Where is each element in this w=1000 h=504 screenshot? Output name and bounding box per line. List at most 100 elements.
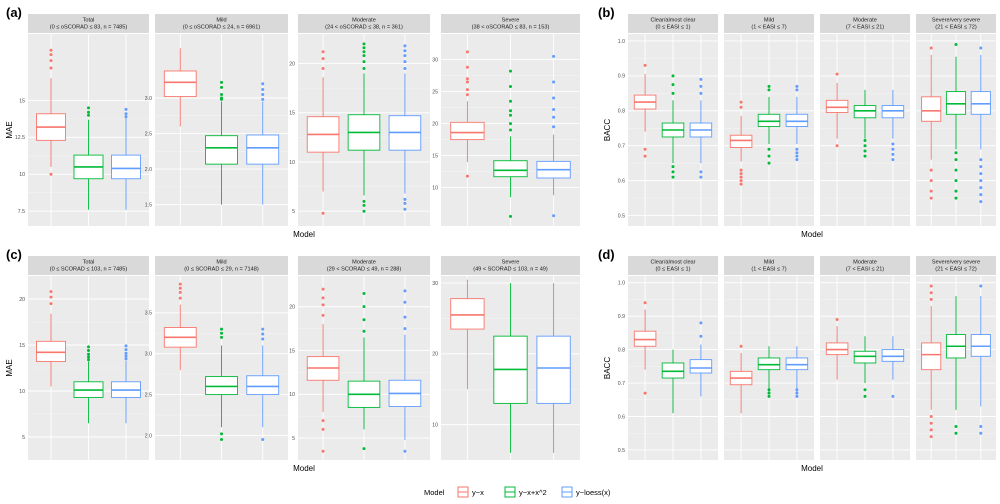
outlier-point <box>671 175 675 179</box>
outlier-point <box>929 415 933 419</box>
outlier-point <box>362 203 366 207</box>
outlier-point <box>767 388 771 392</box>
boxplot-loess <box>689 77 713 179</box>
facet-2: Moderate(24 < oSCORAD ≤ 38, n = 361) 5 10 1… <box>289 14 430 226</box>
outlier-point <box>767 391 771 395</box>
outlier-point <box>979 46 983 50</box>
y-tick-label: 2.0 <box>145 433 152 439</box>
outlier-point <box>739 100 743 104</box>
legend-label-linear: y~x <box>472 488 484 497</box>
box-iqr <box>633 330 657 347</box>
boxplot-linear <box>163 282 197 371</box>
outlier-point <box>739 105 743 109</box>
outlier-point <box>891 394 895 398</box>
y-tick-label: 0.5 <box>618 448 625 454</box>
facet-strip-subtitle: (24 < oSCORAD ≤ 38, n = 361) <box>325 25 403 31</box>
outlier-point <box>795 394 799 398</box>
facet-strip-subtitle: (38 < oSCORAD ≤ 83, n = 153) <box>472 25 550 31</box>
outlier-point <box>954 179 958 183</box>
outlier-point <box>321 449 325 453</box>
y-tick-label: 10 <box>432 185 438 191</box>
outlier-point <box>465 50 469 54</box>
box-iqr <box>881 349 905 362</box>
box-iqr <box>36 340 66 363</box>
y-tick-label: 0.6 <box>618 414 625 420</box>
facet-strip-title: Total <box>83 18 95 24</box>
facet-strip-subtitle: (0 ≤ oSCORAD ≤ 83, n = 7485) <box>50 25 128 31</box>
outlier-point <box>643 391 647 395</box>
outlier-point <box>261 438 265 442</box>
outlier-point <box>403 289 407 293</box>
outlier-point <box>403 60 407 64</box>
outlier-point <box>552 214 556 218</box>
y-tick-label: 10 <box>289 392 295 398</box>
outlier-point <box>403 327 407 331</box>
outlier-point <box>954 158 958 162</box>
boxplot-loess <box>246 327 280 442</box>
y-tick-label: 20 <box>19 297 25 303</box>
facet-strip-subtitle: (1 < EASI ≤ 7) <box>751 267 786 273</box>
outlier-point <box>795 151 799 155</box>
boxplot-quadratic <box>853 336 877 398</box>
outlier-point <box>509 122 512 126</box>
outlier-point <box>261 337 265 341</box>
box-iqr <box>661 362 685 379</box>
outlier-point <box>87 113 90 117</box>
y-tick-label: 2.5 <box>145 131 152 137</box>
outlier-point <box>49 302 53 306</box>
legend-key-quadratic: y~x+x^2 <box>504 486 547 498</box>
outlier-point <box>403 315 407 319</box>
y-tick-label: 20 <box>289 61 295 67</box>
facet-strip <box>441 14 580 33</box>
outlier-point <box>321 211 325 215</box>
facet-strip <box>155 256 288 275</box>
box-iqr <box>825 342 849 356</box>
outlier-point <box>954 168 958 172</box>
facet-strip-subtitle: (49 < SCORAD ≤ 103, n = 49) <box>473 267 548 273</box>
facet-strip-title: Mild <box>216 18 226 24</box>
outlier-point <box>321 57 325 61</box>
outlier-point <box>124 115 128 119</box>
outlier-point <box>979 425 983 429</box>
box-iqr <box>970 91 991 115</box>
outlier-point <box>465 80 469 84</box>
y-axis-title: MAE <box>5 121 14 138</box>
facet-1: Mild(1 < EASI ≤ 7) <box>724 14 814 226</box>
outlier-point <box>929 435 933 439</box>
box-iqr <box>970 334 991 357</box>
outlier-point <box>739 175 743 179</box>
boxplot-linear <box>633 301 657 395</box>
panel-label: (b) <box>598 5 615 20</box>
outlier-point <box>979 179 983 183</box>
outlier-point <box>954 431 958 435</box>
outlier-point <box>509 84 512 88</box>
outlier-point <box>699 170 703 174</box>
facet-strip-title: Moderate <box>352 260 376 266</box>
outlier-point <box>49 66 53 70</box>
box-iqr <box>729 134 753 148</box>
outlier-point <box>362 305 366 309</box>
y-tick-label: 20 <box>432 352 438 358</box>
facet-3: Severe/very severe(21 < EASI ≤ 72) <box>916 256 996 460</box>
outlier-point <box>671 170 675 174</box>
boxplot-linear <box>825 72 849 148</box>
facet-1: Mild(0 ≤ oSCORAD ≤ 24, n = 6961) 1.5 2.0 2.… <box>145 14 288 226</box>
x-axis-title: Model <box>801 230 823 239</box>
facet-strip-title: Mild <box>764 18 774 24</box>
box-iqr <box>853 105 877 119</box>
box-iqr <box>757 113 781 127</box>
outlier-point <box>362 199 366 203</box>
legend-key-linear: y~x <box>457 486 484 498</box>
y-tick-label: 20 <box>432 121 438 127</box>
outlier-point <box>220 438 223 442</box>
facet-strip <box>724 14 814 33</box>
outlier-point <box>362 66 366 70</box>
boxplot-loess <box>785 84 809 162</box>
y-axis-title: BACC <box>603 357 612 379</box>
outlier-point <box>671 83 675 87</box>
boxplot-linear <box>36 48 66 176</box>
outlier-point <box>699 84 703 88</box>
outlier-point <box>321 66 325 70</box>
outlier-point <box>954 189 958 193</box>
outlier-point <box>552 115 556 119</box>
